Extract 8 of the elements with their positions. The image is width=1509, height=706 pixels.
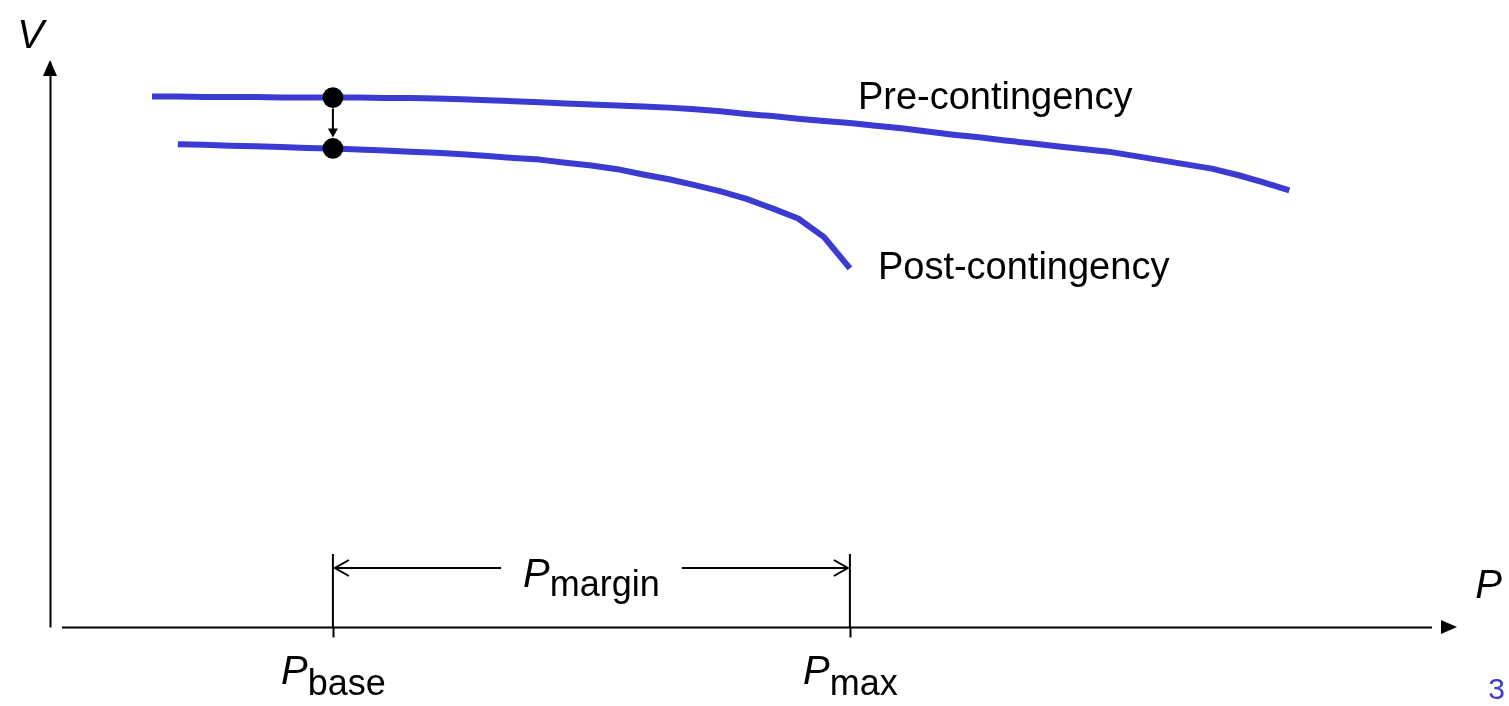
annotation: P$_{margin}$	[523, 550, 660, 605]
text: 3	[1488, 672, 1505, 705]
x-axis-title: P	[1475, 561, 1503, 606]
x-tick-label: P$_{max}$	[803, 647, 898, 703]
series-label: Pre-contingency	[857, 75, 1133, 118]
series-label: Post-contingency	[877, 245, 1170, 288]
y-axis-title: V	[17, 11, 48, 56]
x-tick-label: P$_{base}$	[281, 647, 386, 703]
